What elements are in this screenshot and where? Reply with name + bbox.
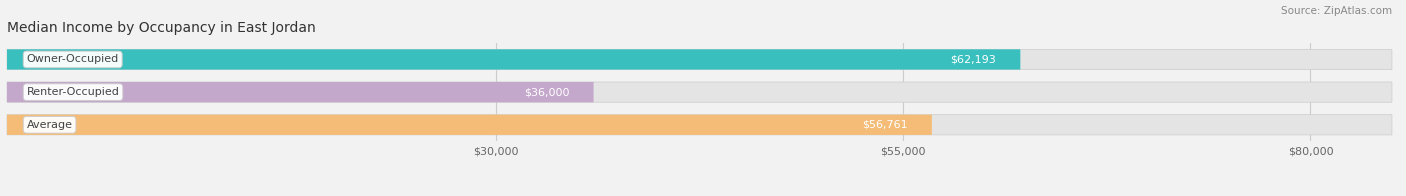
Text: $36,000: $36,000 — [523, 87, 569, 97]
Text: $56,761: $56,761 — [862, 120, 907, 130]
FancyBboxPatch shape — [7, 49, 1392, 70]
FancyBboxPatch shape — [7, 82, 1392, 102]
Text: Owner-Occupied: Owner-Occupied — [27, 54, 120, 64]
FancyBboxPatch shape — [7, 115, 932, 135]
FancyBboxPatch shape — [7, 82, 593, 102]
FancyBboxPatch shape — [7, 115, 1392, 135]
FancyBboxPatch shape — [7, 49, 1021, 70]
Text: Renter-Occupied: Renter-Occupied — [27, 87, 120, 97]
Text: Source: ZipAtlas.com: Source: ZipAtlas.com — [1281, 6, 1392, 16]
Text: Average: Average — [27, 120, 73, 130]
Text: Median Income by Occupancy in East Jordan: Median Income by Occupancy in East Jorda… — [7, 21, 316, 35]
Text: $62,193: $62,193 — [950, 54, 995, 64]
